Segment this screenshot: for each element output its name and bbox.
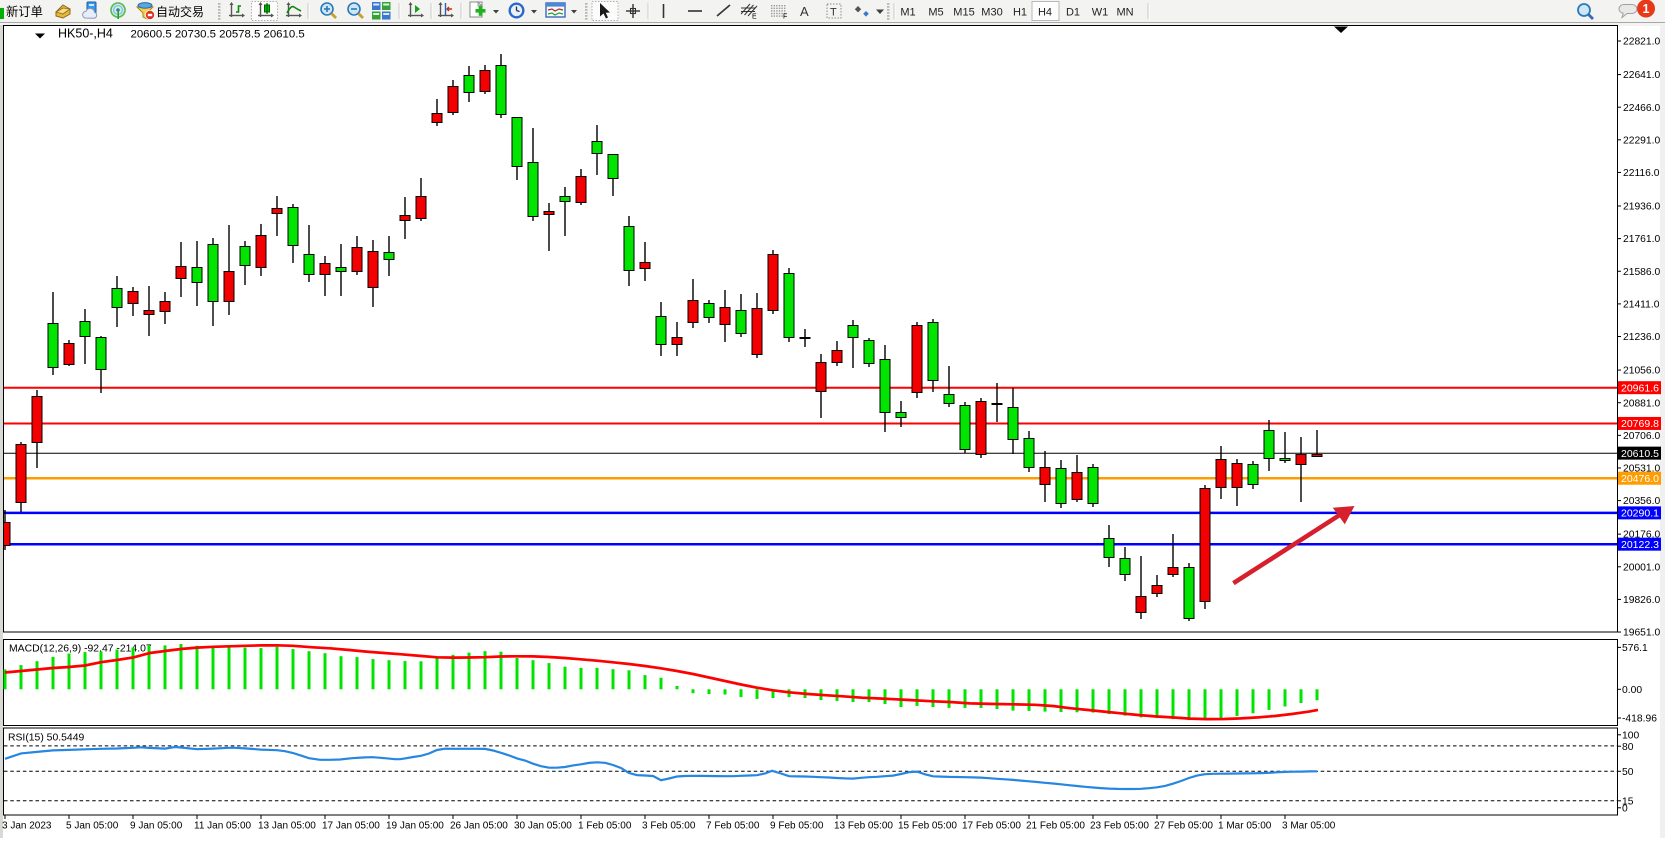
svg-text:21 Feb 05:00: 21 Feb 05:00 [1026,821,1085,832]
svg-text:23 Feb 05:00: 23 Feb 05:00 [1090,821,1149,832]
svg-text:3 Jan 2023: 3 Jan 2023 [2,821,52,832]
svg-text:15: 15 [1622,796,1634,807]
svg-text:0.00: 0.00 [1622,685,1642,696]
svg-text:50: 50 [1622,767,1634,778]
svg-text:80: 80 [1622,742,1634,753]
svg-text:9 Jan 05:00: 9 Jan 05:00 [130,821,183,832]
svg-text:20881.0: 20881.0 [1623,398,1660,409]
svg-text:20961.6: 20961.6 [1621,382,1659,394]
svg-text:19826.0: 19826.0 [1623,595,1660,606]
svg-text:20531.0: 20531.0 [1623,464,1660,475]
svg-text:H1: H1 [1013,6,1027,18]
svg-text:自动交易: 自动交易 [156,4,204,19]
svg-text:19 Jan 05:00: 19 Jan 05:00 [386,821,444,832]
svg-text:M5: M5 [928,6,943,18]
svg-text:19651.0: 19651.0 [1623,628,1660,639]
svg-text:-418.96: -418.96 [1622,714,1657,725]
svg-text:20290.1: 20290.1 [1621,508,1659,520]
svg-text:15 Feb 05:00: 15 Feb 05:00 [898,821,957,832]
svg-text:W1: W1 [1092,6,1109,18]
svg-text:3 Mar 05:00: 3 Mar 05:00 [1282,821,1336,832]
svg-text:M30: M30 [981,6,1002,18]
svg-text:22821.0: 22821.0 [1623,37,1660,48]
svg-text:M1: M1 [900,6,915,18]
svg-text:21761.0: 21761.0 [1623,234,1660,245]
svg-text:13 Jan 05:00: 13 Jan 05:00 [258,821,316,832]
svg-text:D1: D1 [1066,6,1080,18]
svg-text:F: F [783,14,787,21]
svg-text:20706.0: 20706.0 [1623,431,1660,442]
svg-text:MN: MN [1116,6,1133,18]
svg-text:20476.0: 20476.0 [1621,473,1659,485]
svg-text:5 Jan 05:00: 5 Jan 05:00 [66,821,119,832]
svg-text:M15: M15 [953,6,974,18]
svg-text:7 Feb 05:00: 7 Feb 05:00 [706,821,760,832]
svg-text:21236.0: 21236.0 [1623,332,1660,343]
svg-text:0: 0 [1622,803,1628,814]
svg-text:E: E [752,14,757,21]
svg-text:RSI(15) 50.5449: RSI(15) 50.5449 [8,733,84,744]
svg-text:21586.0: 21586.0 [1623,267,1660,278]
svg-text:20769.8: 20769.8 [1621,418,1659,430]
svg-text:20001.0: 20001.0 [1623,562,1660,573]
svg-text:9 Feb 05:00: 9 Feb 05:00 [770,821,824,832]
svg-text:576.1: 576.1 [1622,643,1648,654]
svg-text:100: 100 [1622,730,1639,741]
svg-text:1: 1 [1643,2,1650,16]
svg-text:新订单: 新订单 [6,4,43,19]
svg-text:22466.0: 22466.0 [1623,103,1660,114]
svg-text:27 Feb 05:00: 27 Feb 05:00 [1154,821,1213,832]
svg-text:21056.0: 21056.0 [1623,366,1660,377]
svg-text:13 Feb 05:00: 13 Feb 05:00 [834,821,893,832]
svg-text:17 Jan 05:00: 17 Jan 05:00 [322,821,380,832]
svg-text:21411.0: 21411.0 [1623,299,1660,310]
svg-text:22641.0: 22641.0 [1623,70,1660,81]
svg-text:22291.0: 22291.0 [1623,135,1660,146]
svg-text:30 Jan 05:00: 30 Jan 05:00 [514,821,572,832]
svg-text:1 Feb 05:00: 1 Feb 05:00 [578,821,632,832]
svg-text:20600.5 20730.5 20578.5 20610.: 20600.5 20730.5 20578.5 20610.5 [131,29,305,41]
svg-text:20356.0: 20356.0 [1623,496,1660,507]
svg-text:T: T [830,7,837,19]
svg-text:22116.0: 22116.0 [1623,168,1660,179]
svg-text:17 Feb 05:00: 17 Feb 05:00 [962,821,1021,832]
svg-text:20122.3: 20122.3 [1621,539,1659,551]
svg-text:21936.0: 21936.0 [1623,202,1660,213]
svg-text:H4: H4 [1038,6,1052,18]
svg-text:3 Feb 05:00: 3 Feb 05:00 [642,821,696,832]
svg-text:11 Jan 05:00: 11 Jan 05:00 [194,821,252,832]
svg-text:HK50-,H4: HK50-,H4 [58,27,113,41]
svg-text:1 Mar 05:00: 1 Mar 05:00 [1218,821,1272,832]
svg-text:20610.5: 20610.5 [1621,448,1659,460]
svg-text:20176.0: 20176.0 [1623,530,1660,541]
svg-text:A: A [800,4,809,19]
svg-text:26 Jan 05:00: 26 Jan 05:00 [450,821,508,832]
svg-text:MACD(12,26,9) -92.47 -214.07: MACD(12,26,9) -92.47 -214.07 [9,644,152,655]
